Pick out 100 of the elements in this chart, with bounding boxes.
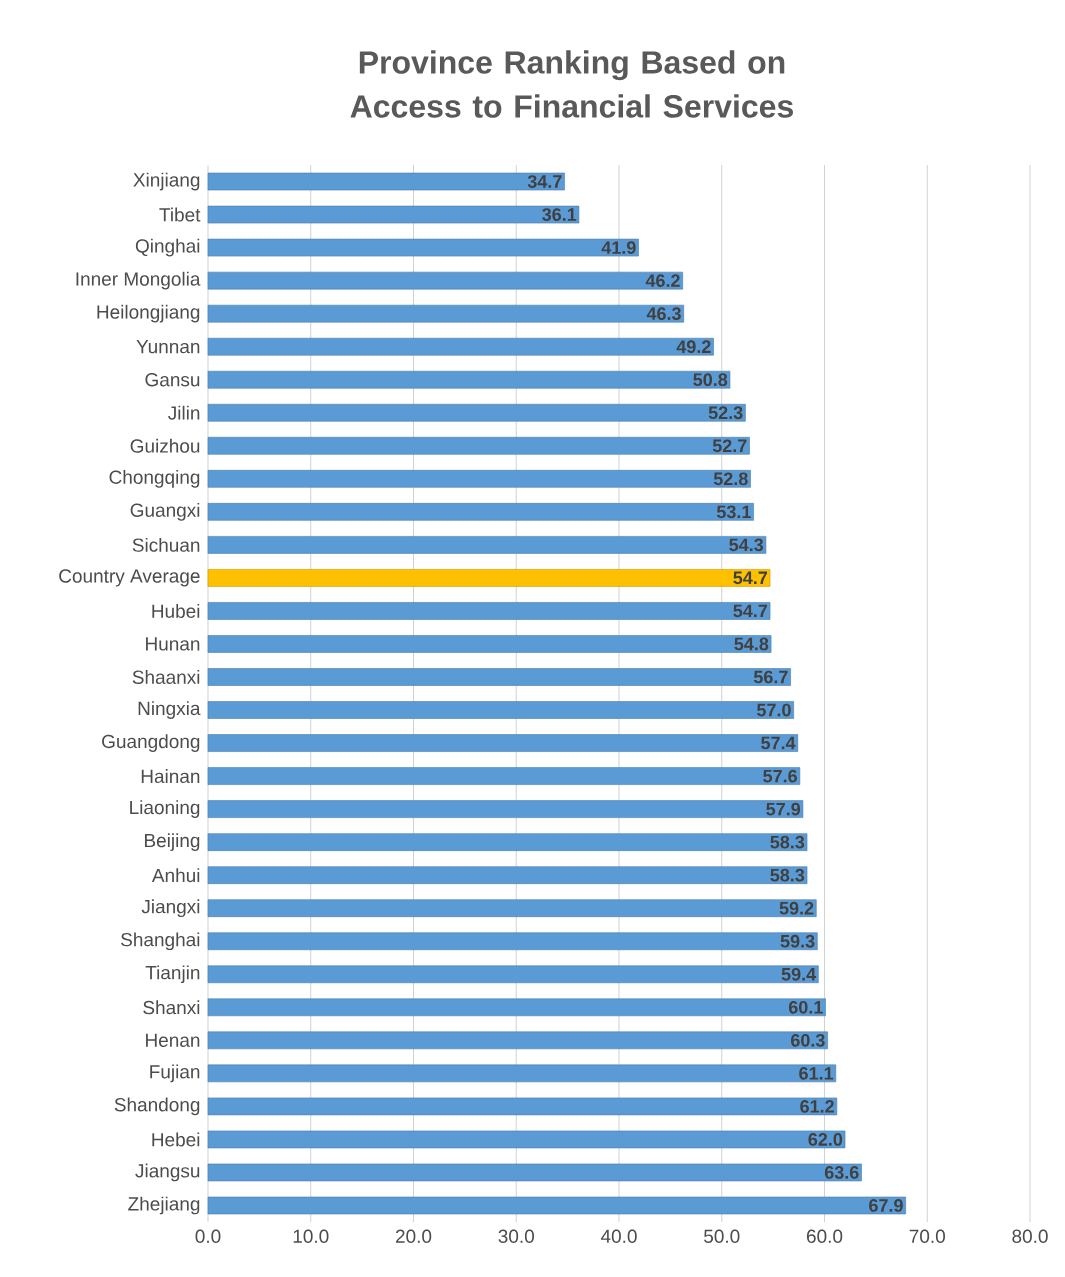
y-tick-label: Qinghai: [135, 238, 200, 257]
data-label: 56.7: [753, 670, 788, 684]
data-label: 52.7: [712, 439, 747, 453]
data-label: 59.3: [780, 934, 815, 948]
data-label: 54.3: [729, 538, 764, 552]
y-tick-label: Fujian: [150, 1064, 200, 1083]
data-label: 57.0: [756, 703, 791, 717]
y-tick-label: Jilin: [168, 405, 200, 420]
chart-title: Province Ranking Based on Access to Financial Services: [350, 50, 793, 118]
y-tick-label: Shanxi: [143, 1000, 200, 1015]
bar: [207, 767, 801, 785]
y-tick-label: Chongqing: [109, 469, 200, 488]
y-tick-label: Gansu: [145, 373, 200, 387]
data-label: 58.3: [770, 868, 805, 882]
y-tick-label: Guangxi: [130, 502, 200, 521]
data-label: 57.6: [763, 769, 797, 783]
y-tick-label: Inner Mongolia: [76, 271, 201, 290]
data-label: 52.3: [708, 406, 743, 420]
y-tick-label: Zhejiang: [128, 1196, 200, 1215]
x-tick-label: 0.0: [195, 1229, 221, 1243]
bar: [207, 436, 750, 455]
y-tick-label: Guizhou: [130, 438, 200, 453]
y-tick-label: Tibet: [159, 207, 201, 222]
y-tick-label: Liaoning: [130, 800, 200, 818]
data-label: 58.3: [770, 835, 805, 849]
bar: [207, 602, 771, 620]
y-tick-label: Tianjin: [145, 965, 200, 984]
data-label: 46.3: [646, 307, 681, 321]
data-label: 53.1: [716, 505, 751, 519]
bar: [207, 998, 826, 1017]
y-tick-label: Jiangsu: [135, 1163, 200, 1182]
bar: [207, 1097, 838, 1116]
bar: [207, 271, 683, 290]
x-tick-label: 30.0: [498, 1229, 534, 1243]
bar: [207, 965, 819, 984]
data-label: 46.2: [645, 274, 680, 287]
y-tick-label: Anhui: [151, 868, 200, 883]
y-tick-label: Hebei: [152, 1132, 200, 1147]
y-tick-label: Guangdong: [102, 734, 200, 752]
y-tick-label: Xinjiang: [133, 172, 200, 191]
bar: [207, 701, 794, 719]
y-tick-label: Hubei: [152, 603, 200, 618]
bar: [207, 370, 731, 389]
data-label: 60.1: [788, 1000, 823, 1014]
bar: [207, 172, 565, 191]
bar: [207, 1064, 837, 1083]
data-label: 49.2: [676, 340, 711, 354]
data-label: 59.2: [779, 901, 814, 915]
bar: [207, 932, 818, 951]
y-tick-label: Hunan: [146, 637, 200, 651]
data-label: 54.7: [733, 604, 768, 618]
y-tick-label: Henan: [146, 1033, 200, 1047]
bar: [207, 668, 791, 686]
data-label: 54.8: [734, 637, 769, 651]
bar: [207, 866, 808, 884]
bar: [207, 569, 771, 587]
bar: [207, 734, 799, 752]
y-tick-label: Shaanxi: [132, 670, 200, 684]
y-tick-label: Shandong: [114, 1097, 200, 1116]
x-tick-label: 60.0: [806, 1229, 843, 1243]
data-label: 50.8: [693, 373, 728, 387]
x-tick-label: 80.0: [1012, 1229, 1048, 1243]
x-tick-label: 50.0: [704, 1229, 740, 1243]
bar: [207, 800, 804, 818]
y-tick-label: Sichuan: [132, 537, 200, 552]
bar: [207, 1196, 906, 1215]
data-label: 57.9: [766, 802, 801, 816]
data-label: 61.1: [799, 1067, 834, 1080]
y-tick-label: Ningxia: [138, 701, 201, 719]
y-tick-label: Shanghai: [121, 932, 200, 951]
data-label: 60.3: [791, 1033, 825, 1047]
y-tick-label: Heilongjiang: [97, 304, 200, 323]
bar: [207, 304, 685, 323]
data-label: 41.9: [601, 241, 636, 254]
bar: [207, 536, 767, 554]
y-tick-label: Beijing: [145, 833, 200, 851]
data-label: 54.7: [733, 571, 768, 585]
x-tick-label: 40.0: [600, 1229, 637, 1243]
data-label: 57.4: [761, 736, 796, 750]
data-label: 62.0: [808, 1133, 843, 1146]
data-label: 67.9: [869, 1199, 903, 1212]
data-label: 52.8: [713, 472, 748, 486]
bar: [207, 1031, 828, 1050]
bar: [207, 238, 639, 257]
data-label: 36.1: [542, 208, 577, 221]
data-label: 34.7: [527, 175, 562, 188]
bar: [207, 1163, 862, 1182]
data-label: 63.6: [824, 1166, 859, 1179]
x-tick-label: 20.0: [395, 1229, 432, 1243]
x-tick-label: 70.0: [909, 1229, 945, 1243]
bar: [207, 503, 754, 521]
data-label: 61.2: [800, 1100, 834, 1113]
bar: [207, 337, 714, 356]
y-tick-label: Hainan: [141, 769, 200, 784]
y-tick-label: Country Average: [59, 569, 200, 587]
bar: [207, 403, 746, 422]
data-label: 59.4: [781, 967, 817, 981]
bar: [207, 470, 751, 488]
bar: [207, 899, 817, 918]
y-tick-label: Jiangxi: [141, 899, 200, 918]
